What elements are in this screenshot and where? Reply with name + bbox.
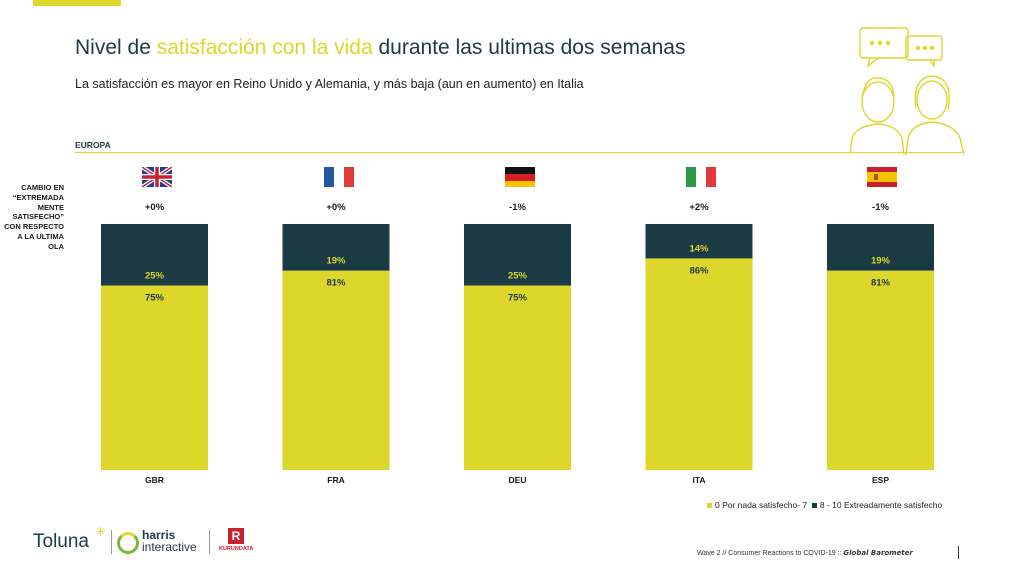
change-label: +0% <box>145 202 165 213</box>
data-label-low: 75% <box>508 293 528 304</box>
france-flag-icon <box>324 167 354 187</box>
kurundata-mark-icon: R <box>228 528 244 544</box>
bar-segment-high <box>645 224 753 259</box>
change-label: +0% <box>326 202 346 213</box>
category-label: FRA <box>327 475 344 485</box>
footer-brand: Global Barometer <box>843 549 913 557</box>
data-label-high: 19% <box>871 256 891 267</box>
bar-segment-low <box>101 285 208 470</box>
italy-flag-icon <box>686 167 716 187</box>
toluna-star-icon: ✳ <box>95 524 106 539</box>
region-label: EUROPA <box>75 140 111 150</box>
harris-logo-text: harris <box>142 528 176 542</box>
bar-segment-low <box>464 285 571 470</box>
legend-label-low: 0 Por nada satisfecho- 7 <box>715 500 808 510</box>
spain-flag-icon <box>867 167 897 187</box>
data-label-low: 86% <box>689 265 709 276</box>
data-label-high: 19% <box>326 256 346 267</box>
data-label-low: 81% <box>871 278 891 289</box>
chart-legend: 0 Por nada satisfecho- 7 8 - 10 Extreada… <box>707 500 942 510</box>
toluna-logo: Toluna <box>33 531 89 552</box>
top-accent-bar <box>33 0 121 6</box>
people-chat-illustration <box>850 27 965 155</box>
data-label-high: 25% <box>508 271 528 282</box>
title-part-2: durante las ultimas dos semanas <box>372 36 686 59</box>
bar-segment-low <box>827 270 934 470</box>
title-part-1: Nivel de <box>75 36 157 59</box>
category-label: ITA <box>692 475 705 485</box>
kurundata-logo-text: KURUNDATA <box>219 546 254 552</box>
bar-segment-low <box>282 270 390 470</box>
change-label: -1% <box>872 202 889 213</box>
data-label-low: 81% <box>326 278 346 289</box>
bar-segment-high <box>827 224 934 271</box>
interactive-logo-text: interactive <box>142 540 197 554</box>
legend-label-high: 8 - 10 Extreadamente satisfecho <box>819 500 943 510</box>
logo-divider <box>111 530 112 554</box>
title-highlight: satisfacción con la vida <box>156 36 373 59</box>
footer-text: Wave 2 // Consumer Reactions to COVID-19… <box>697 549 913 557</box>
bar-segment-low <box>645 258 753 470</box>
category-label: GBR <box>145 475 164 485</box>
change-label: +2% <box>689 202 709 213</box>
legend-swatch-low <box>707 503 712 509</box>
page-subtitle: La satisfacción es mayor en Reino Unido … <box>75 77 584 91</box>
legend-swatch-high <box>811 503 817 509</box>
bar-segment-high <box>282 224 390 271</box>
bar-segment-high <box>101 224 208 286</box>
harris-ring-icon <box>117 532 139 554</box>
footer-divider <box>958 546 959 559</box>
change-note-label: CAMBIO EN “EXTREMADA MENTE SATISFECHO” C… <box>4 183 64 251</box>
kurundata-logo: R KURUNDATA <box>219 528 259 556</box>
bar-segment-high <box>464 224 571 286</box>
data-label-high: 25% <box>145 271 165 282</box>
page-title: Nivel de satisfacción con la vida durant… <box>75 36 685 60</box>
change-label: -1% <box>509 202 526 213</box>
category-label: ESP <box>872 475 889 485</box>
data-label-low: 75% <box>145 293 165 304</box>
harris-interactive-logo: harris interactive <box>117 529 227 559</box>
germany-flag-icon <box>505 167 535 187</box>
uk-flag-icon <box>142 167 172 187</box>
data-label-high: 14% <box>689 243 709 254</box>
footer-wave: Wave 2 // Consumer Reactions to COVID-19… <box>697 550 844 557</box>
partner-logos: Toluna ✳ harris interactive R KURUNDATA <box>33 524 283 560</box>
category-label: DEU <box>509 475 527 485</box>
logo-divider <box>209 530 210 554</box>
region-divider <box>75 152 963 153</box>
